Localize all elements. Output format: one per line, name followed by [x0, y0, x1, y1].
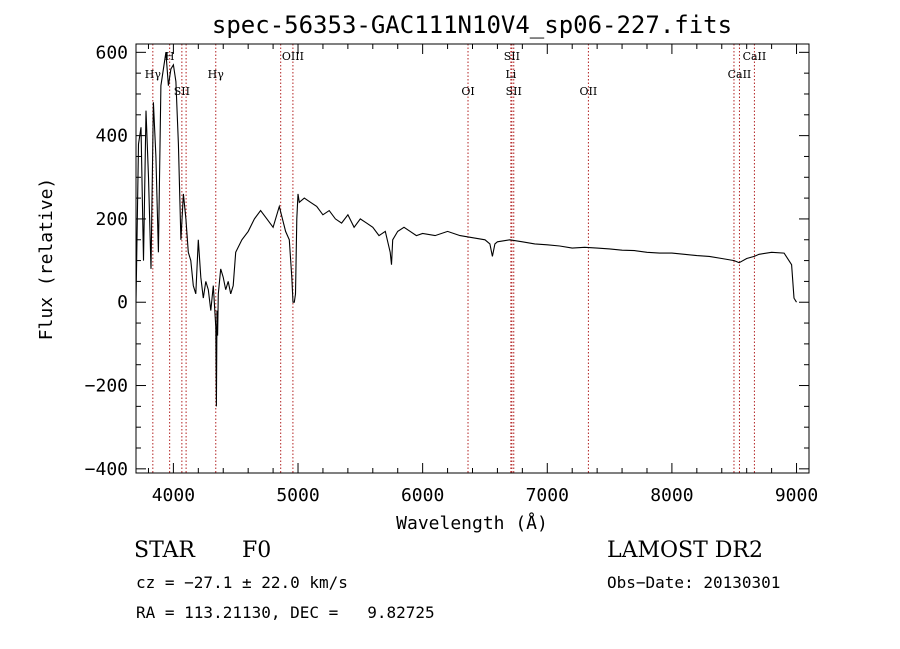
obs-date: Obs−Date: 20130301 — [607, 573, 781, 592]
x-axis: 4000 5000 6000 7000 8000 9000 — [147, 44, 818, 506]
line-label: Hγ — [208, 68, 225, 81]
line-label: SII — [504, 50, 520, 63]
x-tick-label: 5000 — [276, 485, 319, 506]
line-label: CaII — [728, 68, 752, 81]
x-axis-label: Wavelength (Å) — [396, 512, 548, 534]
line-label: SII — [506, 85, 522, 98]
x-tick-label: 8000 — [650, 485, 693, 506]
x-tick-label: 7000 — [526, 485, 569, 506]
line-label: Li — [505, 68, 516, 81]
line-label: OI — [461, 85, 474, 98]
y-tick-label: 200 — [95, 209, 128, 230]
y-axis-label: Flux (relative) — [36, 178, 57, 341]
survey-name: LAMOST DR2 — [607, 538, 763, 563]
x-tick-label: 6000 — [401, 485, 444, 506]
coordinates-text: RA = 113.21130, DEC = 9.82725 — [136, 603, 435, 622]
y-axis: −400 −200 0 200 400 600 — [85, 42, 809, 480]
line-label: H — [165, 50, 175, 63]
line-label: Hγ — [145, 68, 162, 81]
x-tick-label: 4000 — [152, 485, 195, 506]
y-tick-label: −200 — [85, 376, 128, 397]
line-label: SII — [174, 85, 190, 98]
y-tick-label: 400 — [95, 126, 128, 147]
object-class: STAR — [134, 538, 195, 563]
x-tick-label: 9000 — [775, 485, 818, 506]
line-label: OIII — [282, 50, 304, 63]
y-tick-label: 0 — [117, 292, 128, 313]
y-tick-label: −400 — [85, 459, 128, 480]
chart-title: spec-56353-GAC111N10V4_sp06-227.fits — [212, 11, 732, 39]
plot-frame — [135, 43, 810, 474]
line-markers — [152, 44, 755, 473]
line-label: OII — [580, 85, 598, 98]
redshift-text: cz = −27.1 ± 22.0 km/s — [136, 573, 348, 592]
spectrum-series-line — [135, 52, 797, 407]
object-subclass: F0 — [242, 538, 272, 563]
line-label: CaII — [743, 50, 767, 63]
y-tick-label: 600 — [95, 42, 128, 63]
